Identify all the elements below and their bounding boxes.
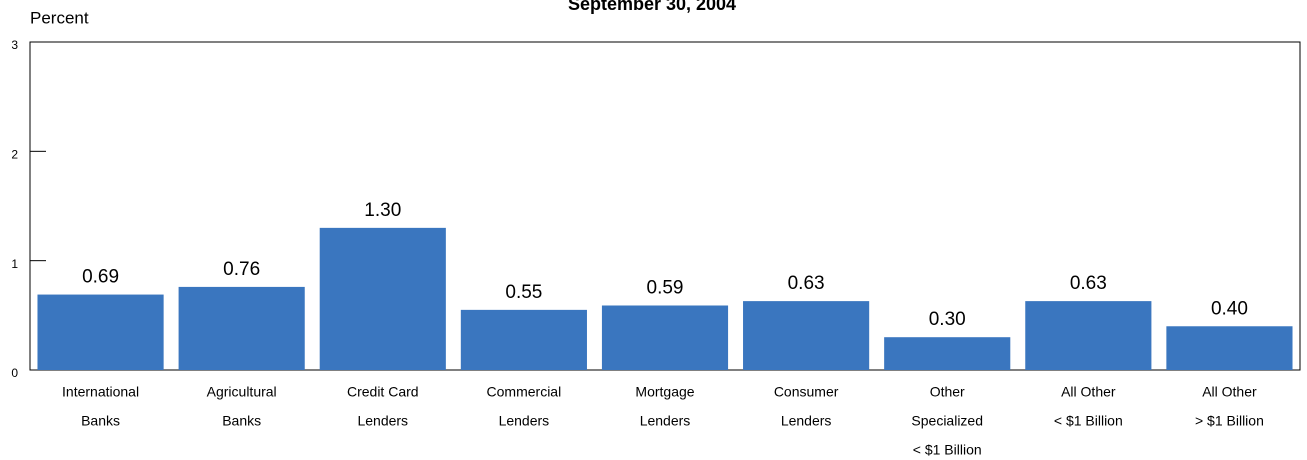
x-tick-label: Lenders	[640, 413, 691, 429]
x-tick-label: All Other	[1202, 384, 1257, 400]
bar	[460, 309, 587, 370]
bar	[319, 227, 446, 370]
x-tick-label: International	[62, 384, 139, 400]
value-label: 0.69	[82, 267, 119, 288]
x-tick-label: Agricultural	[207, 384, 277, 400]
x-tick-label: Mortgage	[635, 384, 694, 400]
bar	[884, 337, 1011, 370]
x-tick-label: > $1 Billion	[1195, 413, 1264, 429]
y-tick-label: 2	[11, 148, 18, 162]
y-tick-label: 3	[11, 38, 18, 52]
x-tick-label: All Other	[1061, 384, 1116, 400]
x-tick-label: Credit Card	[347, 384, 419, 400]
chart-title: September 30, 2004	[568, 0, 736, 14]
value-label: 0.55	[505, 282, 542, 303]
value-label: 0.59	[647, 278, 684, 299]
x-tick-label: Lenders	[781, 413, 832, 429]
bar	[601, 305, 729, 370]
value-label: 0.76	[223, 259, 260, 280]
x-tick-label: Specialized	[911, 413, 983, 429]
x-tick-label: Lenders	[357, 413, 408, 429]
bar	[178, 286, 305, 370]
x-tick-label: < $1 Billion	[1054, 413, 1123, 429]
x-tick-label: Lenders	[499, 413, 550, 429]
y-axis-label: Percent	[30, 8, 89, 27]
x-tick-label: Other	[930, 384, 965, 400]
value-label: 0.40	[1211, 298, 1248, 319]
x-tick-label: Consumer	[774, 384, 839, 400]
bar	[37, 294, 164, 370]
value-label: 0.63	[1070, 273, 1107, 294]
x-tick-label: < $1 Billion	[913, 442, 982, 458]
value-label: 0.63	[788, 273, 825, 294]
bar	[743, 301, 870, 370]
value-label: 0.30	[929, 309, 966, 330]
x-tick-label: Commercial	[487, 384, 562, 400]
y-tick-label: 0	[11, 366, 18, 380]
y-tick-label: 1	[11, 257, 18, 271]
x-tick-label: Banks	[81, 413, 120, 429]
bar	[1166, 326, 1293, 370]
x-tick-label: Banks	[222, 413, 261, 429]
bar	[1025, 301, 1152, 370]
value-label: 1.30	[364, 200, 401, 221]
